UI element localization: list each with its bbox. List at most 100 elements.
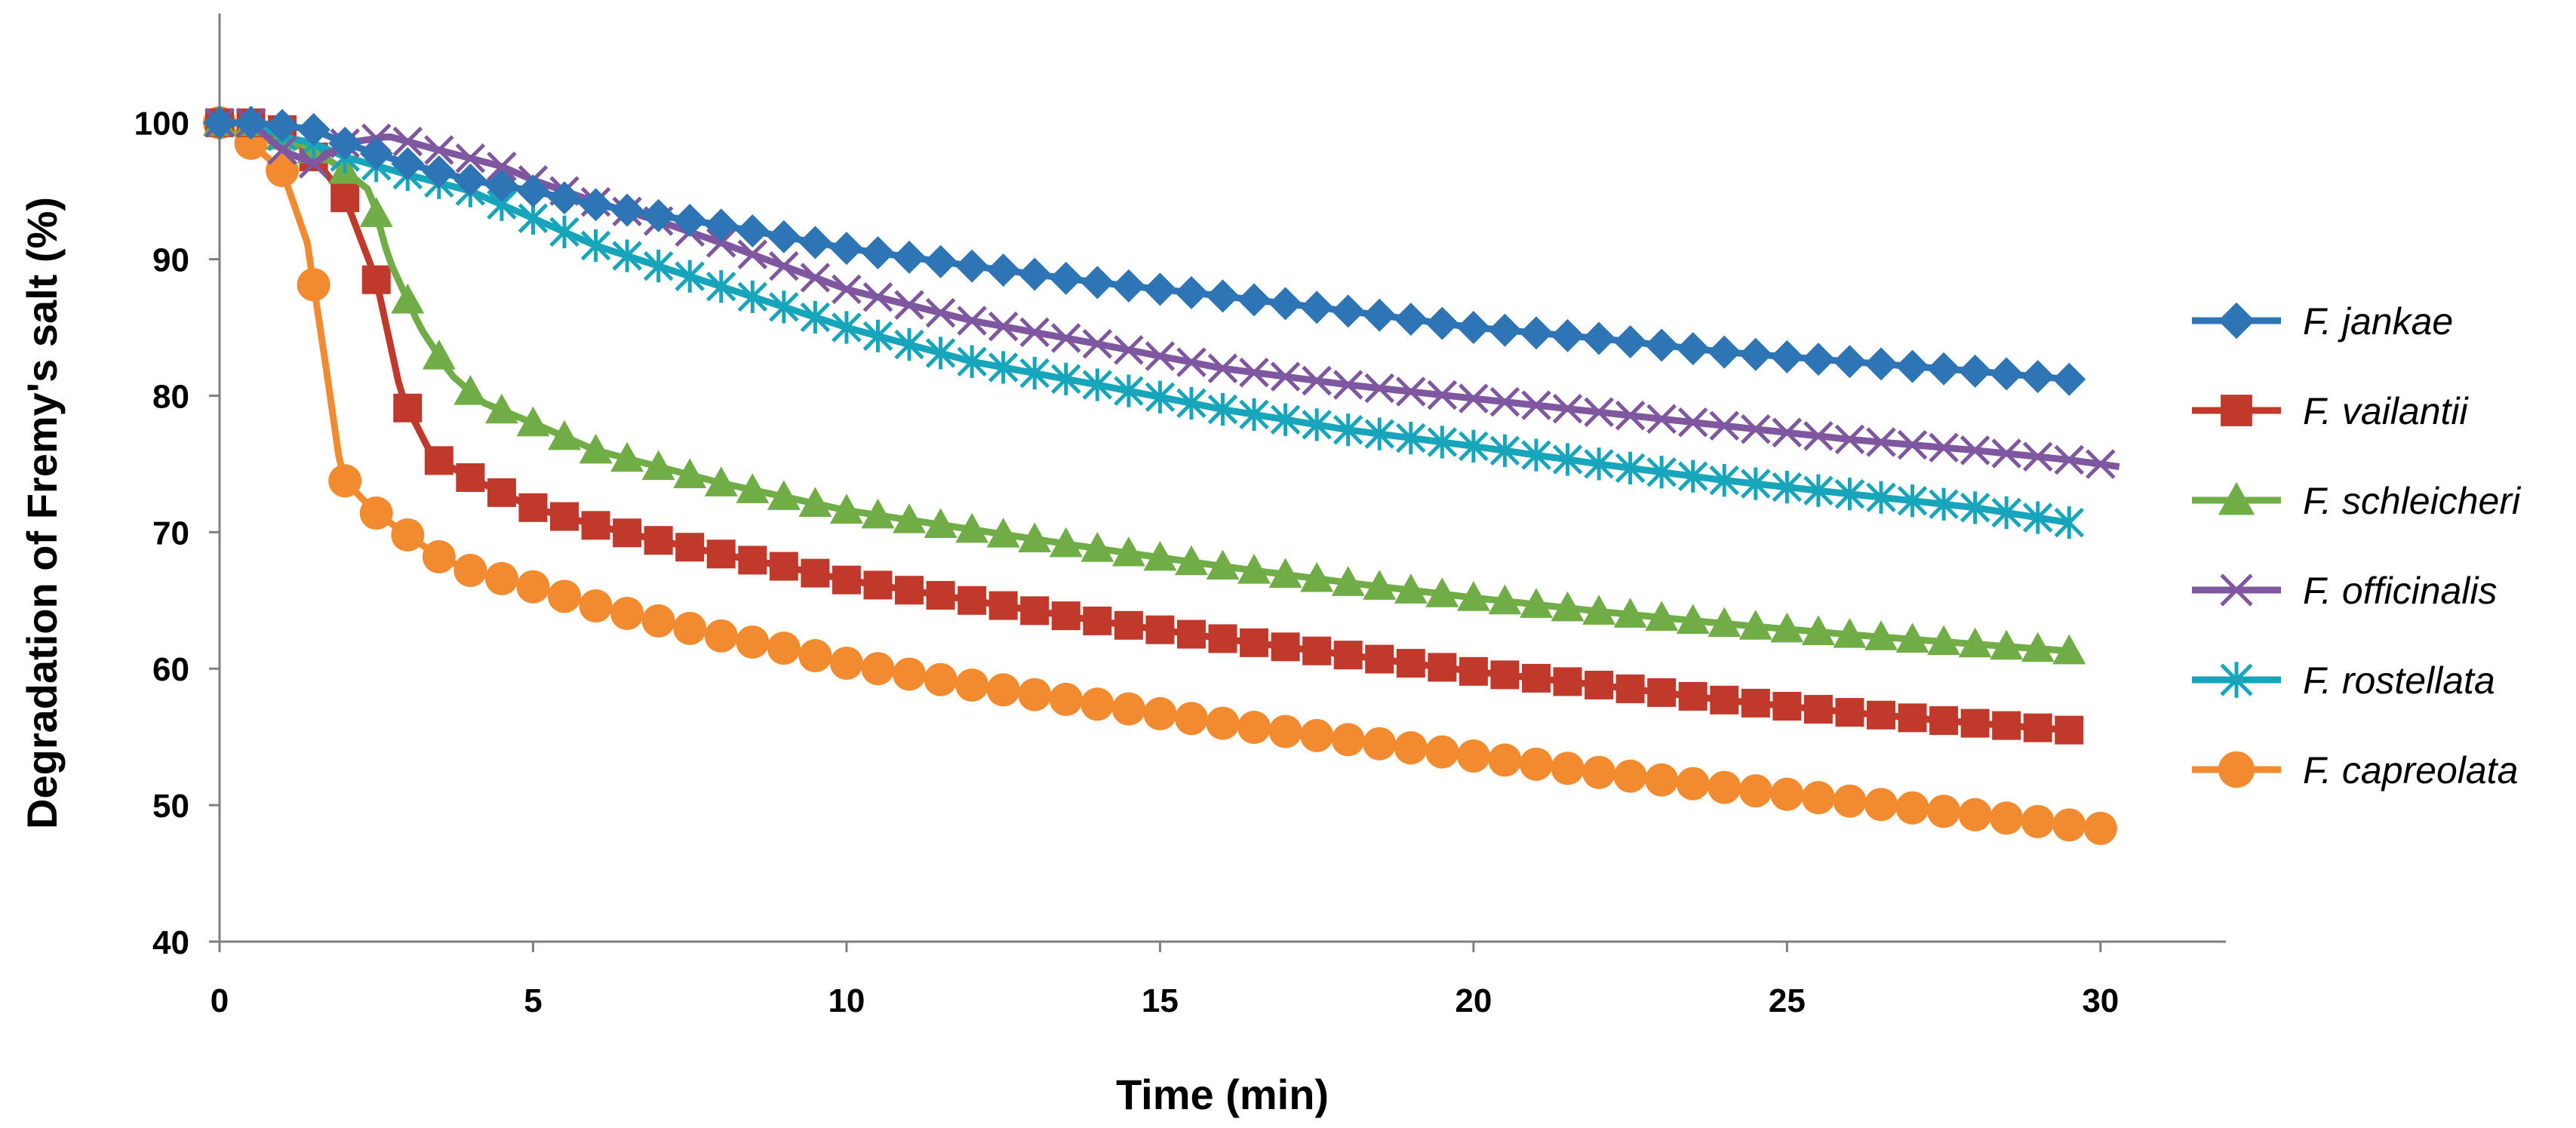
x-tick-label: 0	[211, 982, 229, 1019]
data-point	[1521, 438, 1551, 472]
data-point	[1613, 759, 1647, 793]
data-point	[2052, 362, 2086, 396]
data-point	[641, 198, 675, 232]
data-point	[1020, 596, 1050, 625]
plot-area: 0 5 10 15 20 25 30 40 50 60 70 80 90 100	[134, 14, 2226, 1019]
y-tick-label: 50	[152, 788, 189, 825]
data-point	[1833, 618, 1867, 648]
data-point	[391, 146, 425, 180]
legend-label: F. officinalis	[2303, 570, 2498, 612]
data-point	[1271, 632, 1300, 662]
series-f--jankae	[203, 106, 2086, 396]
x-tick-label: 30	[2082, 982, 2119, 1019]
data-point	[1364, 373, 1394, 404]
data-point	[1018, 678, 1052, 712]
data-point	[675, 533, 705, 562]
data-point	[986, 518, 1020, 548]
data-point	[1678, 681, 1708, 711]
data-point	[1958, 627, 1992, 658]
data-point	[1708, 335, 1741, 369]
data-point	[643, 250, 674, 283]
data-point	[767, 480, 801, 510]
data-point	[424, 446, 453, 475]
data-point	[1895, 349, 1929, 383]
data-point	[1081, 532, 1114, 562]
data-point	[1772, 471, 1803, 504]
data-point	[1990, 629, 2024, 660]
data-point	[1927, 795, 1961, 828]
data-point	[548, 420, 582, 450]
data-point	[1676, 767, 1710, 801]
data-point	[298, 149, 329, 179]
x-tick-label: 10	[828, 982, 865, 1019]
y-tick-label: 70	[152, 515, 189, 552]
data-point	[297, 112, 330, 146]
data-point	[1237, 711, 1271, 745]
data-point	[1709, 464, 1740, 497]
data-point	[1206, 706, 1240, 740]
data-point	[1302, 365, 1332, 396]
data-point	[1929, 705, 1959, 735]
data-point	[1584, 447, 1614, 481]
legend-marker	[2218, 302, 2255, 340]
data-point	[1394, 731, 1428, 765]
x-axis-title: Time (min)	[1116, 1071, 1329, 1118]
data-point	[1051, 362, 1081, 395]
data-point	[2052, 634, 2086, 665]
data-point	[957, 345, 987, 378]
data-point	[1300, 718, 1334, 752]
data-point	[1207, 353, 1238, 384]
data-point	[1866, 481, 1896, 514]
data-point	[580, 229, 611, 263]
data-point	[1895, 791, 1929, 825]
data-point	[1427, 426, 1458, 459]
data-point	[2052, 808, 2086, 842]
data-point	[2054, 506, 2085, 539]
data-point	[800, 300, 831, 334]
series-line	[220, 119, 2070, 527]
legend-marker	[2220, 662, 2253, 698]
data-point	[393, 393, 423, 423]
data-point	[1333, 641, 1363, 670]
data-point	[1489, 386, 1520, 417]
data-point	[1049, 527, 1083, 558]
data-point	[1521, 663, 1551, 693]
data-point	[1365, 644, 1394, 674]
data-point	[1081, 266, 1114, 300]
data-point	[1710, 685, 1739, 715]
x-axis-ticks: 0 5 10 15 20 25 30	[211, 942, 2119, 1019]
data-point	[1270, 403, 1301, 436]
data-point	[958, 586, 987, 615]
data-point	[1302, 408, 1332, 441]
data-point	[328, 464, 362, 498]
data-point	[988, 351, 1019, 384]
data-point	[769, 250, 799, 281]
data-point	[1456, 311, 1490, 345]
data-point	[1551, 751, 1585, 785]
data-point	[1145, 380, 1176, 413]
y-tick-label: 80	[152, 378, 189, 415]
data-point	[2086, 449, 2116, 479]
data-point	[861, 235, 895, 269]
data-point	[1049, 682, 1083, 716]
y-axis-title: Degradation of Fremy's salt (%)	[18, 197, 66, 829]
legend-label: F. vailantii	[2303, 390, 2470, 432]
data-point	[1425, 306, 1459, 340]
data-point	[704, 208, 738, 242]
x-tick-label: 15	[1142, 982, 1179, 1019]
data-point	[1803, 695, 1833, 724]
data-point	[704, 619, 738, 653]
data-point	[1677, 459, 1708, 493]
data-point	[1676, 332, 1710, 366]
data-point	[1396, 421, 1426, 455]
data-point	[924, 508, 958, 539]
data-point	[1270, 361, 1301, 392]
data-point	[579, 188, 613, 222]
data-point	[1895, 622, 1929, 653]
data-point	[1394, 573, 1428, 604]
data-point	[1111, 269, 1145, 303]
data-point	[487, 151, 517, 182]
data-point	[673, 611, 707, 645]
data-point	[484, 168, 518, 202]
series-f--vailantii	[205, 108, 2084, 745]
